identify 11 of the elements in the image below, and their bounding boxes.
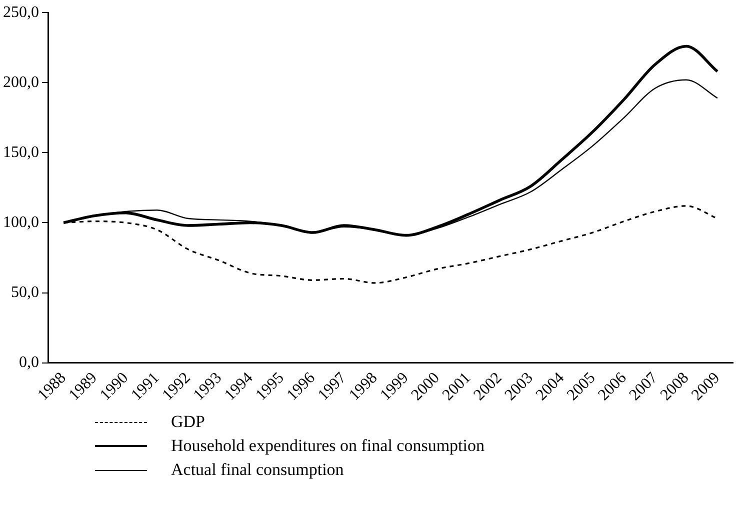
y-tick-label: 200,0 <box>3 74 39 91</box>
legend-label: GDP <box>171 412 206 432</box>
legend-label: Household expenditures on final consumption <box>171 436 485 456</box>
y-tick-label: 250,0 <box>3 4 39 21</box>
y-tick-label: 50,0 <box>11 284 39 301</box>
y-tick-label: 150,0 <box>3 144 39 161</box>
legend-label: Actual final consumption <box>171 460 344 480</box>
y-tick-label: 0,0 <box>19 354 39 371</box>
x-tick-label: 1999 <box>377 369 412 404</box>
y-tick-label: 100,0 <box>3 214 39 231</box>
x-tick-label: 2001 <box>439 369 474 404</box>
